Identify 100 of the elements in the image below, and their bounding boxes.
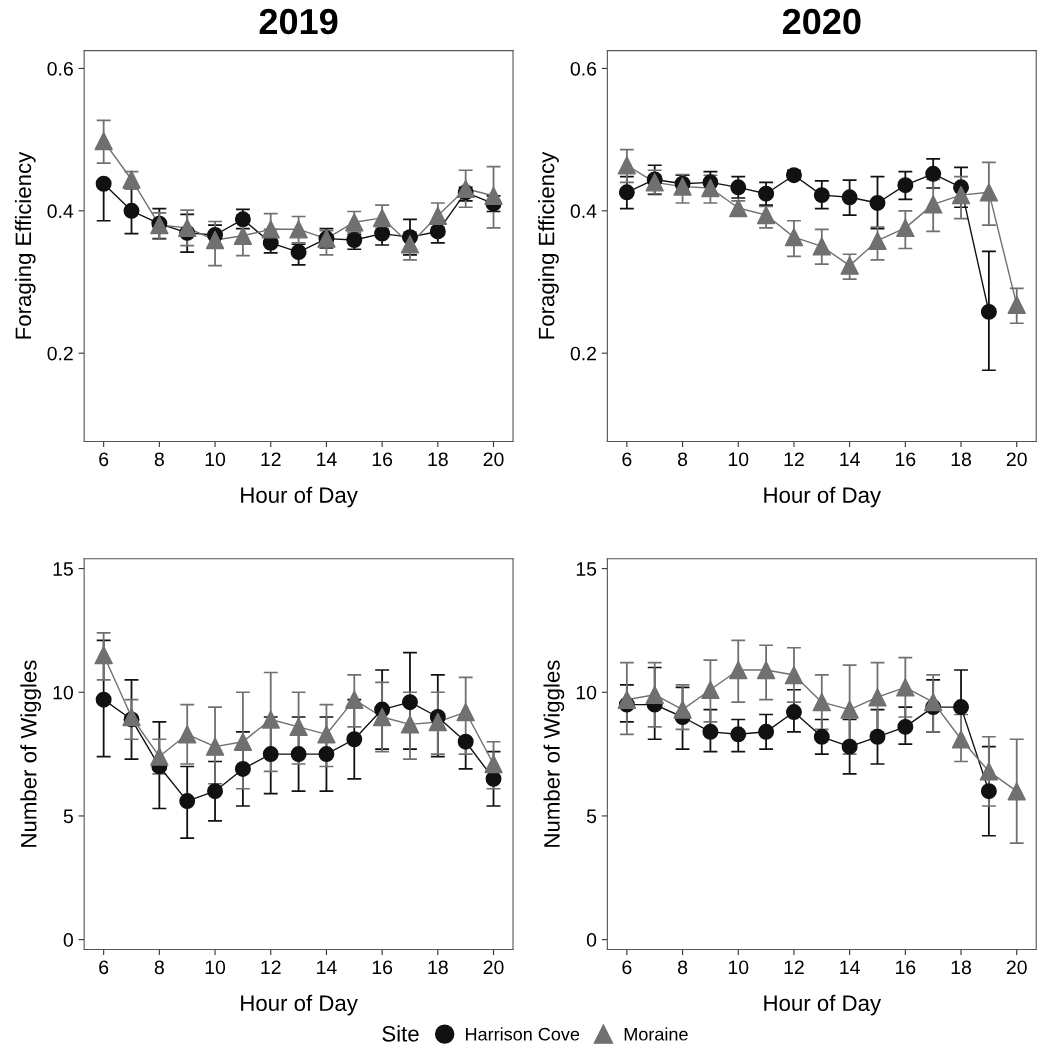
point (841, 738, 858, 755)
point (758, 723, 775, 740)
point (318, 746, 335, 763)
point (346, 731, 363, 748)
x-tick-label: 12 (261, 452, 281, 466)
y-tick-label: 0.4 (570, 204, 597, 219)
point (402, 694, 418, 711)
y-tick-label: 0.2 (47, 346, 73, 361)
point (207, 783, 224, 800)
x-tick-label: 10 (205, 452, 226, 467)
x-tick-label: 14 (840, 960, 860, 975)
legend-title: Site (382, 1025, 419, 1042)
point (95, 175, 112, 192)
point (701, 680, 720, 699)
y-tick-label: 5 (586, 809, 597, 824)
point (812, 692, 831, 712)
point (150, 747, 169, 766)
point (730, 726, 747, 743)
point (979, 183, 999, 202)
x-axis-title: Hour of Day (764, 994, 882, 1016)
point (290, 746, 307, 763)
point (730, 179, 747, 196)
point (261, 710, 280, 729)
y-tick-label: 10 (53, 685, 73, 700)
point (980, 303, 997, 320)
point (1007, 781, 1026, 801)
point (179, 793, 196, 810)
point (729, 660, 748, 680)
point (702, 723, 719, 740)
x-tick-label: 16 (896, 960, 916, 975)
point (869, 194, 886, 211)
chart-title: 2020 (782, 8, 861, 35)
x-tick-label: 10 (205, 960, 226, 975)
x-tick-label: 12 (261, 960, 281, 975)
y-tick-label: 15 (53, 562, 73, 576)
point (428, 206, 448, 225)
x-tick-label: 6 (622, 960, 632, 975)
point (729, 198, 748, 218)
point (429, 223, 446, 240)
point (896, 678, 915, 697)
y-tick-label: 0.6 (47, 61, 73, 76)
point (95, 691, 112, 708)
x-tick-label: 12 (784, 960, 804, 975)
point (205, 230, 225, 250)
x-tick-label: 10 (728, 960, 749, 975)
x-tick-label: 14 (840, 452, 860, 466)
point (812, 237, 831, 256)
point (756, 660, 776, 680)
point (372, 707, 392, 727)
point (951, 185, 971, 205)
point (617, 156, 637, 175)
point (979, 762, 999, 781)
point (840, 256, 859, 275)
x-tick-label: 18 (428, 452, 448, 467)
x-tick-label: 8 (154, 452, 164, 467)
point (94, 645, 113, 665)
point (1007, 295, 1026, 314)
x-tick-label: 8 (677, 452, 688, 467)
x-tick-label: 16 (372, 452, 393, 467)
point (233, 226, 253, 245)
point (813, 187, 830, 204)
point (840, 700, 859, 719)
y-tick-label: 0.6 (570, 61, 597, 76)
point (317, 725, 336, 744)
x-axis-title: Hour of Day (241, 994, 358, 1016)
point (813, 728, 830, 745)
x-tick-label: 10 (728, 452, 749, 467)
point (617, 690, 637, 709)
legend-label: Moraine (624, 1027, 688, 1041)
point (897, 177, 914, 194)
x-tick-label: 20 (483, 452, 504, 467)
y-axis-title: Number of Wiggles (20, 660, 42, 847)
chart-title: 2019 (259, 8, 338, 35)
point (673, 177, 692, 196)
y-axis-title: Foraging Efficiency (538, 151, 559, 339)
point (428, 712, 448, 732)
point (177, 725, 197, 744)
point (456, 702, 475, 722)
legend-label: Harrison Cove (466, 1027, 580, 1041)
y-tick-label: 0.2 (570, 346, 596, 361)
point (618, 184, 635, 201)
point (953, 699, 970, 716)
x-tick-label: 18 (428, 960, 448, 975)
x-tick-label: 20 (1006, 960, 1027, 975)
point (897, 718, 914, 735)
x-axis-title: Hour of Day (764, 486, 882, 508)
x-tick-label: 20 (483, 960, 504, 975)
point (673, 700, 692, 719)
x-tick-label: 18 (951, 452, 971, 467)
y-tick-label: 10 (576, 685, 597, 700)
y-axis-title: Foraging Efficiency (14, 151, 36, 339)
point (896, 218, 915, 238)
x-tick-label: 20 (1006, 452, 1027, 467)
point (261, 220, 280, 239)
point (785, 704, 802, 721)
x-tick-label: 16 (896, 452, 916, 467)
x-tick-label: 14 (317, 960, 337, 975)
point (980, 783, 997, 800)
point (951, 730, 971, 749)
point (400, 715, 420, 734)
